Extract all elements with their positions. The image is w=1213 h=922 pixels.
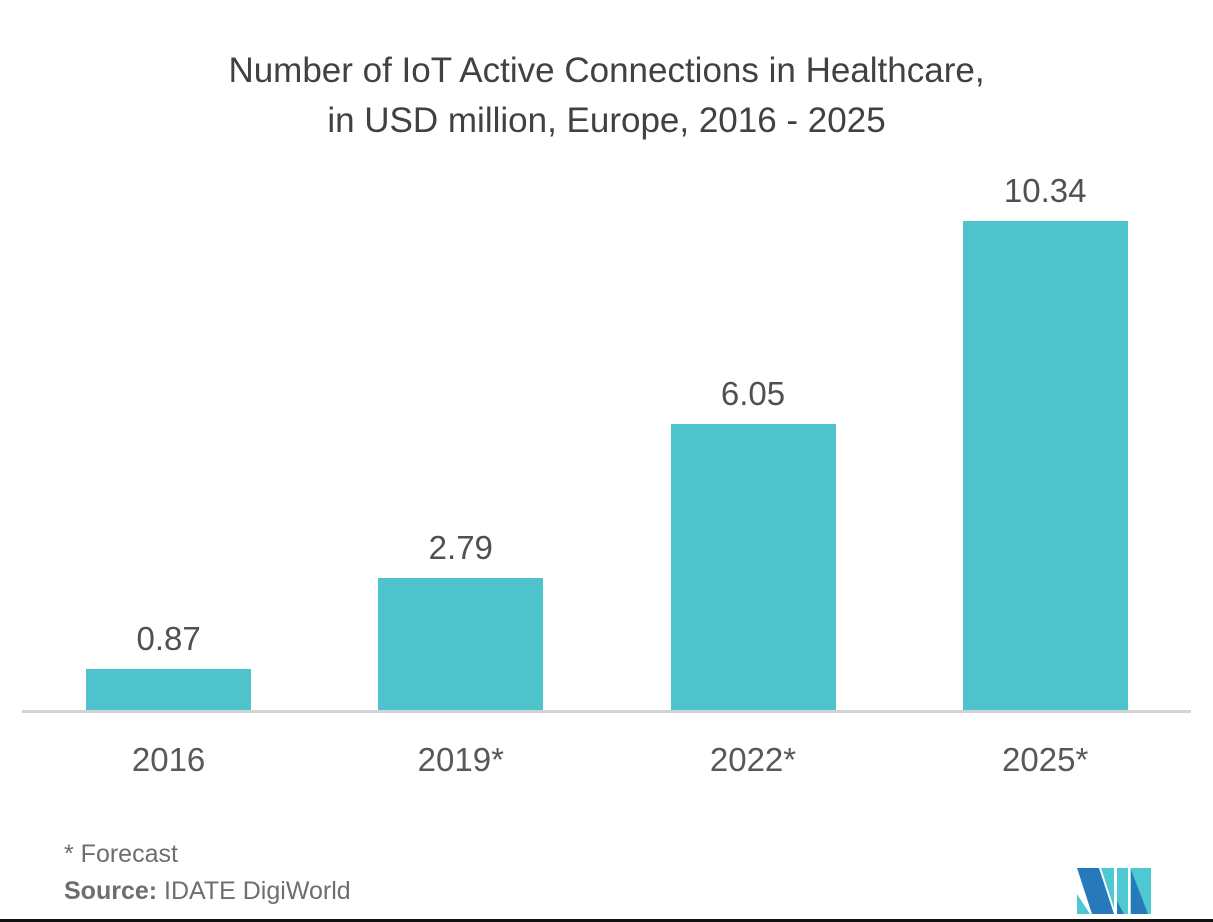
- bar-category-label: 2022*: [709, 741, 797, 778]
- chart-title-line2: in USD million, Europe, 2016 - 2025: [327, 101, 886, 140]
- logo-left-teal-bottom-triangle: [1077, 894, 1090, 914]
- forecast-note: * Forecast: [64, 840, 178, 868]
- footnotes: * Forecast Source: IDATE DigiWorld: [64, 836, 351, 910]
- bar-2016: [86, 669, 252, 710]
- bar-value-label: 6.05: [720, 375, 786, 412]
- logo-left-teal-top-triangle: [1101, 868, 1114, 908]
- logo-middle-blue-triangle: [1117, 901, 1124, 914]
- chart-title-line1: Number of IoT Active Connections in Heal…: [228, 51, 985, 90]
- bottom-border-line: [0, 919, 1213, 922]
- bar-value-label: 2.79: [428, 529, 493, 566]
- logo-left-blue-band: [1077, 868, 1114, 914]
- mordor-intelligence-logo: [1077, 868, 1151, 914]
- logo-right-blue-triangle: [1131, 869, 1148, 914]
- bar-category-label: 2019*: [417, 741, 504, 778]
- source-label: Source:: [64, 877, 158, 905]
- bar-value-label: 10.34: [1003, 172, 1087, 209]
- bar-category-label: 2016: [131, 741, 206, 778]
- x-axis-line: [22, 710, 1191, 713]
- source-note: Source: IDATE DigiWorld: [64, 873, 351, 910]
- bar-2025*: [962, 221, 1128, 710]
- bar-value-label: 0.87: [136, 620, 201, 657]
- chart-title: Number of IoT Active Connections in Heal…: [0, 46, 1213, 146]
- bar-2019*: [378, 578, 544, 710]
- bar-2022*: [670, 424, 836, 710]
- logo-middle-teal-bar: [1117, 868, 1128, 914]
- bar-category-label: 2025*: [1002, 741, 1089, 778]
- source-value: IDATE DigiWorld: [157, 877, 351, 905]
